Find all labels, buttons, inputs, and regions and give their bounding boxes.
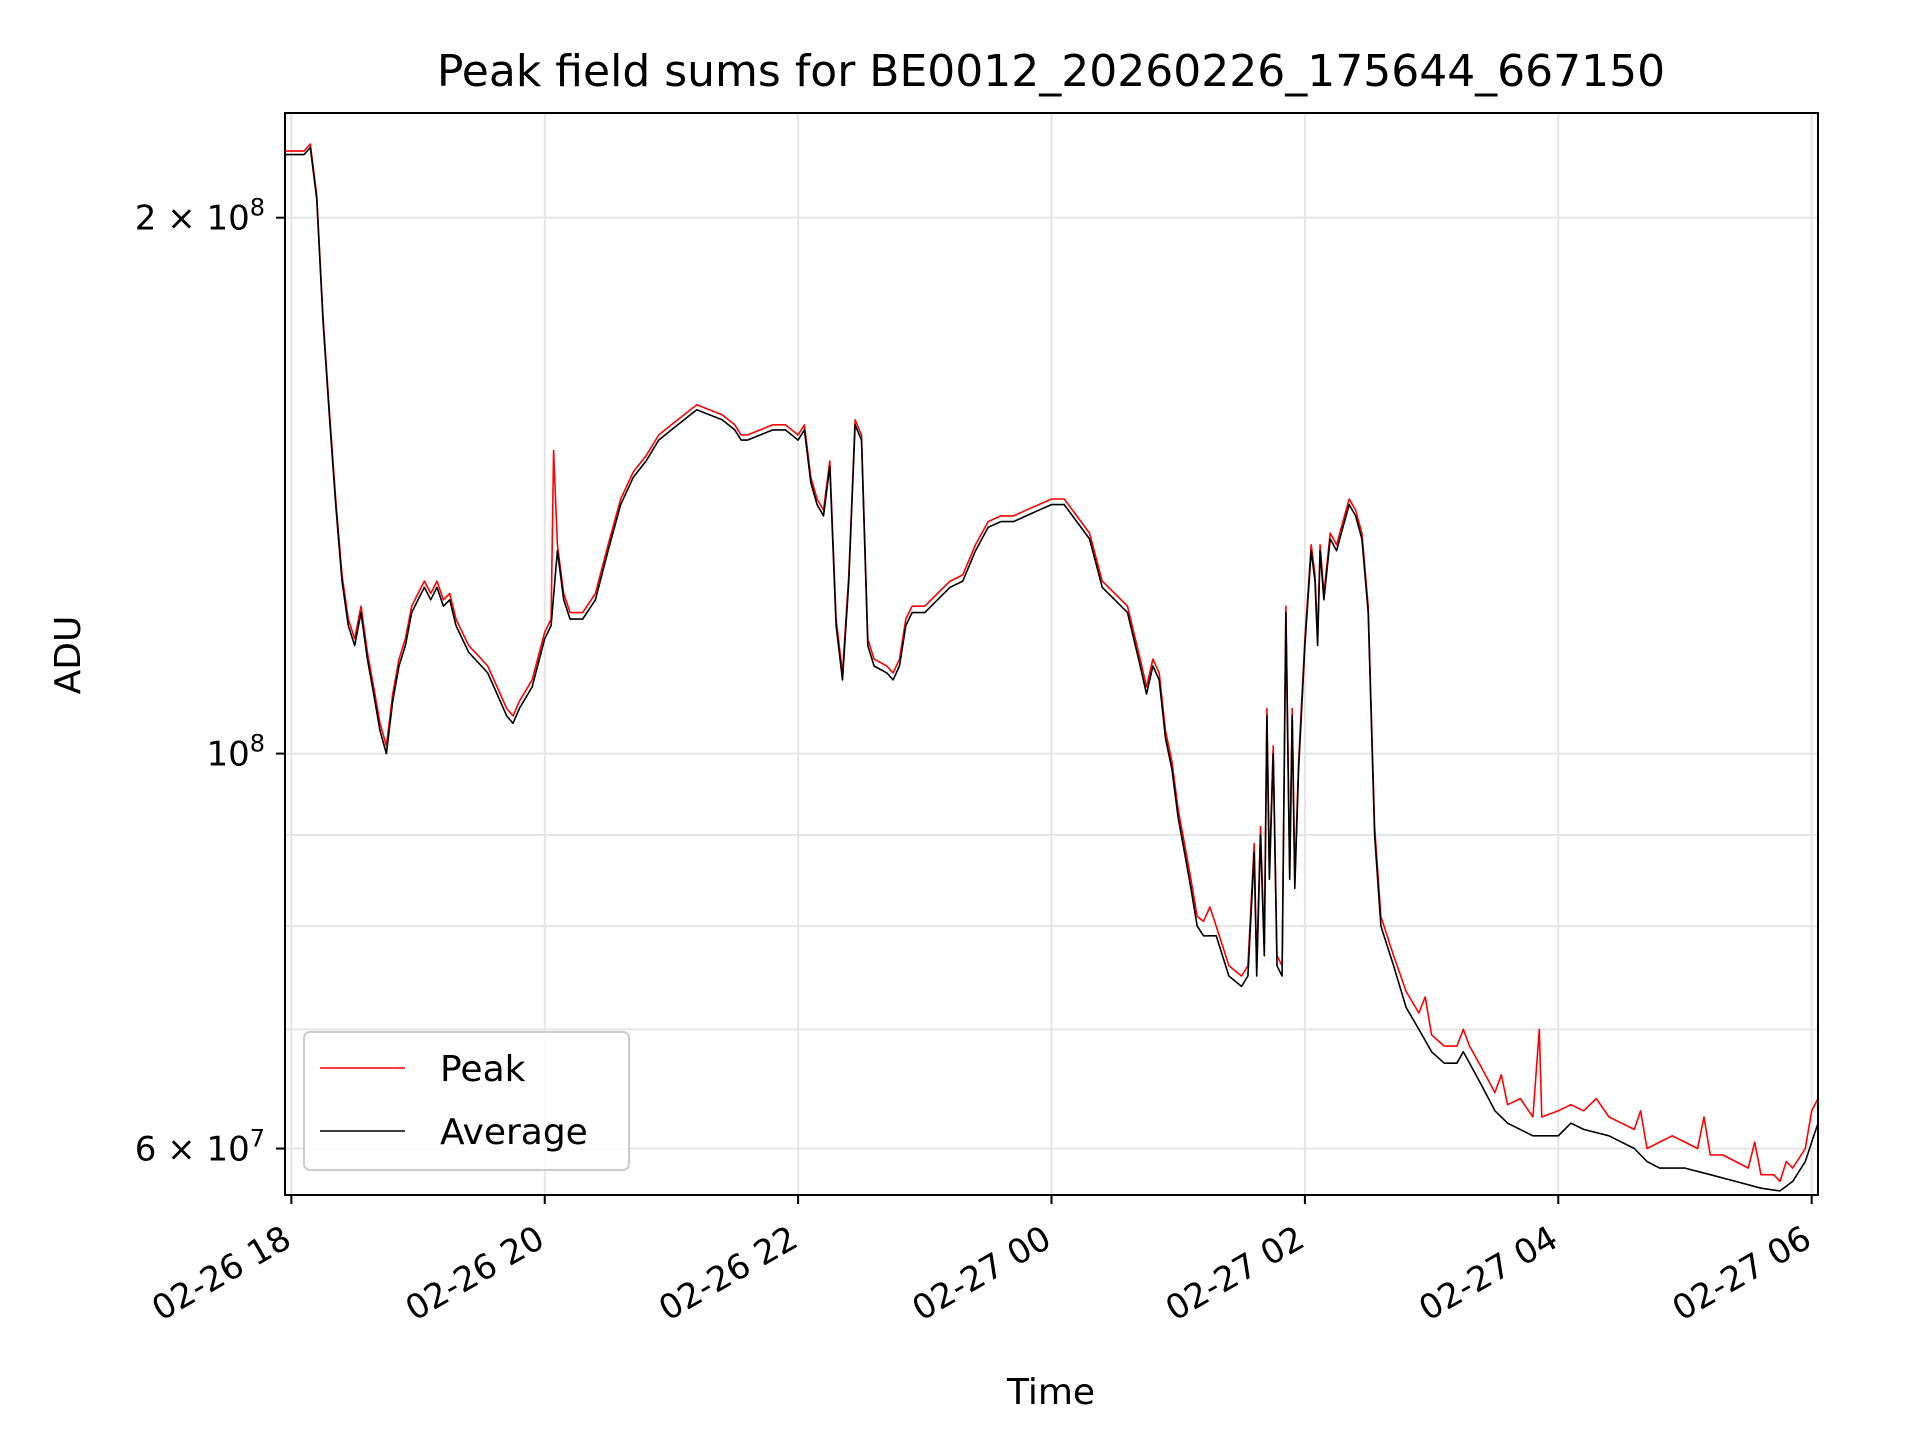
series-group — [285, 143, 1818, 1192]
legend-label-peak: Peak — [440, 1049, 526, 1090]
x-axis-label: Time — [1006, 1372, 1095, 1413]
y-tick-label: 2 × 108 — [135, 194, 265, 239]
series-line-peak — [285, 143, 1818, 1183]
legend: Peak Average — [303, 1031, 630, 1171]
y-axis-label: ADU — [48, 616, 89, 695]
y-tick-label: 108 — [206, 730, 265, 775]
y-tick-label: 6 × 107 — [135, 1125, 265, 1170]
legend-label-average: Average — [440, 1112, 588, 1153]
legend-box — [303, 1031, 630, 1171]
chart-title: Peak field sums for BE0012_20260226_1756… — [437, 46, 1665, 97]
series-line-average — [285, 146, 1818, 1192]
